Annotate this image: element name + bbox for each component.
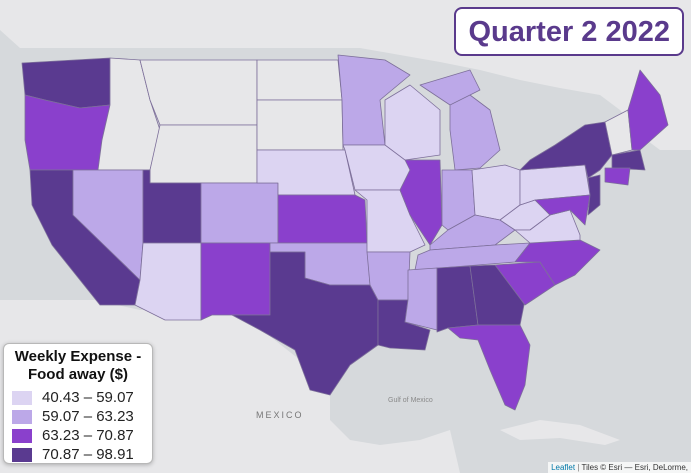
leaflet-link[interactable]: Leaflet bbox=[551, 463, 576, 472]
legend-label: 70.87 – 98.91 bbox=[42, 446, 134, 463]
legend: Weekly Expense - Food away ($) 40.43 – 5… bbox=[3, 343, 153, 464]
state-new-york[interactable] bbox=[519, 121, 613, 179]
state-new-jersey[interactable] bbox=[587, 174, 601, 216]
map-attribution: Leaflet | Tiles © Esri — Esri, DeLorme, bbox=[548, 462, 691, 473]
state-south-dakota[interactable] bbox=[256, 99, 344, 151]
state-maine[interactable] bbox=[627, 69, 669, 151]
legend-swatch bbox=[12, 409, 32, 424]
state-north-dakota[interactable] bbox=[256, 59, 343, 101]
state-montana[interactable] bbox=[139, 59, 258, 126]
state-wisconsin[interactable] bbox=[384, 84, 441, 161]
legend-item: 59.07 – 63.23 bbox=[12, 407, 144, 426]
legend-label: 59.07 – 63.23 bbox=[42, 408, 134, 425]
legend-label: 40.43 – 59.07 bbox=[42, 389, 134, 406]
state-virginia[interactable] bbox=[514, 209, 581, 244]
state-massachusetts[interactable] bbox=[611, 149, 646, 171]
legend-title: Weekly Expense - Food away ($) bbox=[14, 348, 142, 383]
mexico-basemap-label: MEXICO bbox=[256, 410, 304, 420]
legend-swatch bbox=[12, 390, 32, 405]
gulf-basemap-label: Gulf of Mexico bbox=[388, 397, 433, 404]
attribution-text: Tiles © Esri — Esri, DeLorme, bbox=[581, 463, 688, 472]
state-maryland[interactable] bbox=[534, 194, 591, 226]
state-michigan[interactable] bbox=[419, 69, 501, 171]
state-mississippi[interactable] bbox=[404, 267, 438, 331]
legend-swatch bbox=[12, 428, 32, 443]
map-title: Quarter 2 2022 bbox=[454, 7, 684, 56]
state-new-mexico[interactable] bbox=[200, 242, 271, 321]
cuba-land bbox=[500, 420, 620, 445]
legend-item: 70.87 – 98.91 bbox=[12, 445, 144, 464]
state-arizona[interactable] bbox=[134, 242, 202, 321]
legend-item: 40.43 – 59.07 bbox=[12, 388, 144, 407]
state-georgia[interactable] bbox=[469, 264, 526, 326]
state-oregon[interactable] bbox=[24, 94, 111, 171]
state-texas[interactable] bbox=[231, 251, 379, 396]
state-connecticut[interactable] bbox=[604, 167, 631, 186]
state-minnesota[interactable] bbox=[337, 54, 411, 146]
state-florida[interactable] bbox=[447, 324, 531, 411]
legend-swatch bbox=[12, 447, 32, 462]
legend-item: 63.23 – 70.87 bbox=[12, 426, 144, 445]
state-colorado[interactable] bbox=[200, 182, 279, 244]
attribution-separator: | bbox=[575, 463, 582, 472]
state-kansas[interactable] bbox=[277, 194, 368, 244]
state-wyoming[interactable] bbox=[149, 124, 258, 184]
legend-label: 63.23 – 70.87 bbox=[42, 427, 134, 444]
state-illinois[interactable] bbox=[399, 159, 443, 246]
